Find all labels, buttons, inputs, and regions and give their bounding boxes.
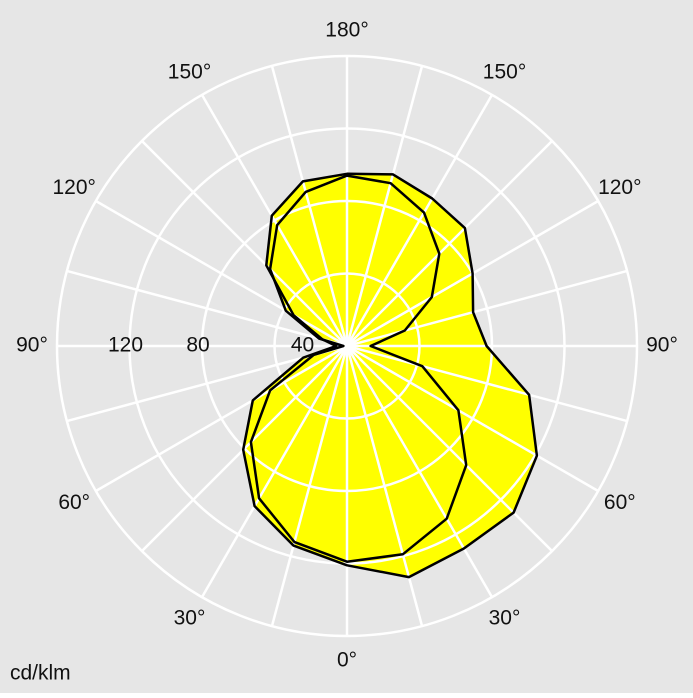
angle-tick-label: 30° xyxy=(174,606,206,629)
spoke xyxy=(345,65,424,347)
spoke xyxy=(346,345,553,552)
angle-tick-label: 0° xyxy=(337,649,357,672)
spoke xyxy=(346,344,599,493)
series-line xyxy=(249,174,468,563)
r-tick-label: 80 xyxy=(186,334,209,357)
angle-tick-label: 90° xyxy=(16,334,48,357)
spoke xyxy=(345,94,494,347)
spoke xyxy=(345,345,424,627)
spoke xyxy=(270,345,349,627)
unit-label: cd/klm xyxy=(10,662,71,685)
angle-tick-label: 150° xyxy=(483,61,526,84)
spoke xyxy=(345,345,494,598)
spoke xyxy=(95,199,348,348)
spoke xyxy=(346,344,628,423)
spoke xyxy=(95,344,348,493)
grid xyxy=(55,54,639,638)
r-tick-label: 120 xyxy=(108,334,143,357)
angle-tick-label: 60° xyxy=(58,491,90,514)
angle-tick-label: 150° xyxy=(168,61,211,84)
spoke xyxy=(141,140,348,347)
outlines xyxy=(241,172,539,579)
angle-tick-label: 90° xyxy=(646,334,678,357)
spoke xyxy=(200,94,349,347)
series-line xyxy=(241,172,539,579)
spoke xyxy=(346,269,628,348)
angle-tick-label: 30° xyxy=(489,606,521,629)
spoke xyxy=(66,269,348,348)
angle-tick-label: 60° xyxy=(604,491,636,514)
spoke xyxy=(346,140,553,347)
angle-tick-label: 180° xyxy=(325,19,368,42)
r-tick-label: 40 xyxy=(291,334,314,357)
spoke xyxy=(200,345,349,598)
angle-tick-label: 120° xyxy=(52,176,95,199)
labels: 40 80 120 0° 30° 30° 60° 60° 90° 90° 120° 120° 150° 1… xyxy=(16,19,678,672)
angle-tick-label: 120° xyxy=(598,176,641,199)
spoke xyxy=(270,65,349,347)
